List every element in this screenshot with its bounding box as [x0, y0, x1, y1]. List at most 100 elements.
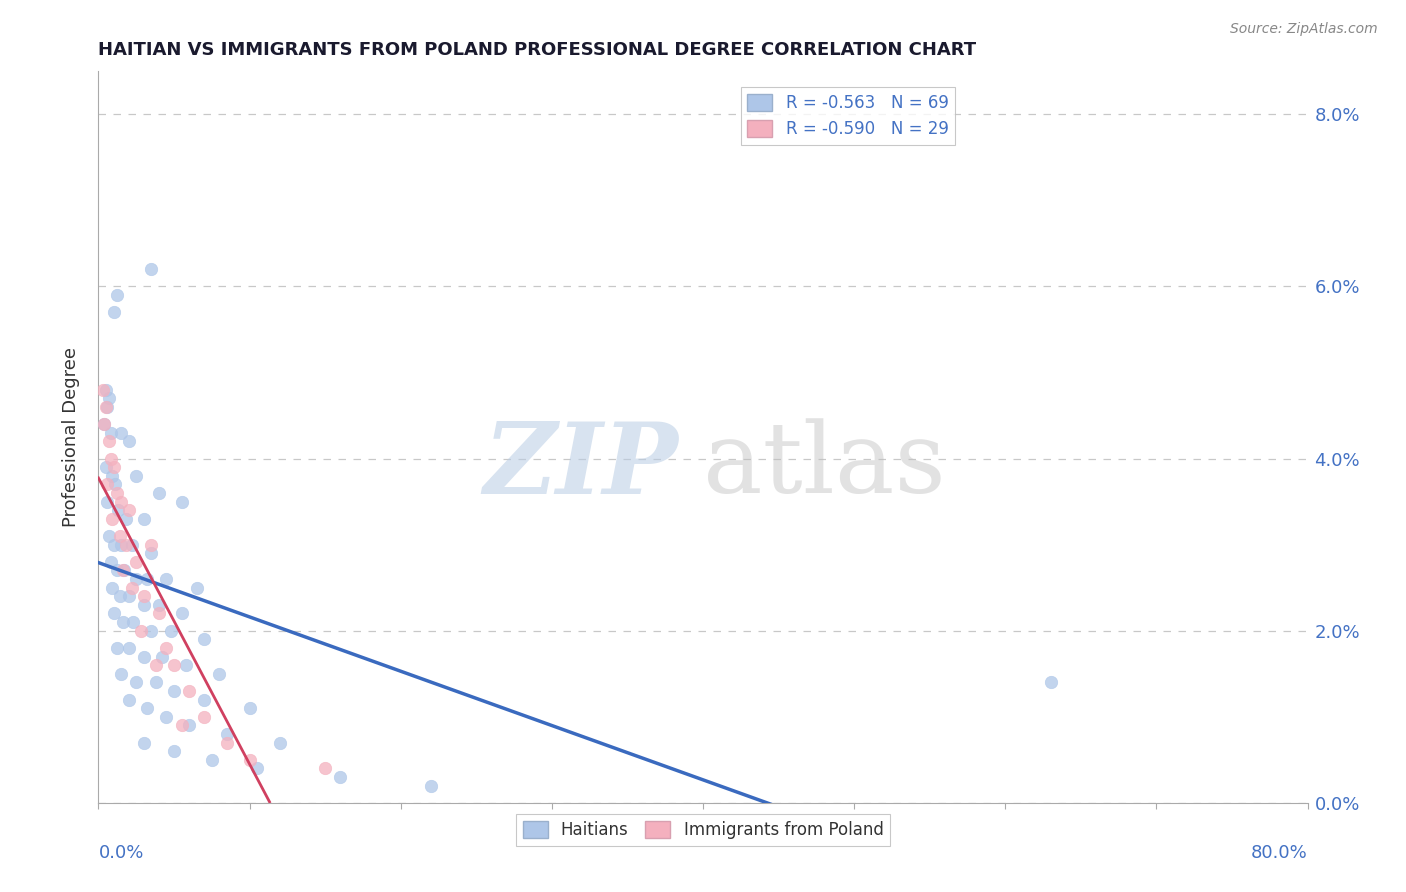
Point: [103, 607, 125, 621]
Point: [118, 503, 141, 517]
Text: ZIP: ZIP: [484, 418, 679, 515]
Point: [93, 417, 115, 432]
Point: [118, 692, 141, 706]
Legend: Haitians, Immigrants from Poland: Haitians, Immigrants from Poland: [516, 814, 890, 846]
Point: [121, 581, 143, 595]
Point: [108, 589, 131, 603]
Point: [239, 701, 262, 715]
Point: [129, 624, 152, 638]
Point: [163, 744, 186, 758]
Point: [163, 684, 186, 698]
Point: [208, 666, 231, 681]
Point: [108, 529, 131, 543]
Point: [215, 727, 238, 741]
Point: [94, 400, 117, 414]
Point: [329, 770, 352, 784]
Point: [145, 675, 167, 690]
Text: HAITIAN VS IMMIGRANTS FROM POLAND PROFESSIONAL DEGREE CORRELATION CHART: HAITIAN VS IMMIGRANTS FROM POLAND PROFES…: [98, 41, 977, 59]
Point: [141, 624, 163, 638]
Point: [141, 546, 163, 560]
Point: [110, 494, 132, 508]
Text: atlas: atlas: [703, 418, 946, 514]
Point: [112, 564, 135, 578]
Point: [125, 572, 148, 586]
Point: [110, 666, 132, 681]
Point: [201, 753, 224, 767]
Point: [111, 615, 134, 629]
Point: [239, 753, 262, 767]
Point: [107, 503, 129, 517]
Point: [193, 692, 215, 706]
Point: [193, 710, 215, 724]
Point: [179, 684, 201, 698]
Point: [132, 649, 155, 664]
Point: [148, 486, 170, 500]
Point: [170, 718, 193, 732]
Point: [132, 735, 155, 749]
Point: [215, 735, 238, 749]
Point: [122, 615, 145, 629]
Point: [98, 529, 121, 543]
Point: [141, 538, 163, 552]
Point: [101, 468, 124, 483]
Point: [170, 607, 193, 621]
Point: [105, 288, 128, 302]
Point: [1039, 675, 1062, 690]
Point: [110, 538, 132, 552]
Point: [246, 761, 269, 775]
Point: [105, 640, 128, 655]
Point: [103, 460, 125, 475]
Point: [105, 564, 128, 578]
Point: [135, 701, 157, 715]
Point: [111, 564, 134, 578]
Point: [94, 460, 117, 475]
Point: [103, 538, 125, 552]
Point: [118, 589, 141, 603]
Point: [420, 779, 443, 793]
Point: [94, 383, 117, 397]
Point: [114, 512, 136, 526]
Point: [163, 658, 186, 673]
Point: [125, 675, 148, 690]
Point: [100, 451, 122, 466]
Text: 80.0%: 80.0%: [1251, 845, 1308, 863]
Text: 0.0%: 0.0%: [98, 845, 143, 863]
Point: [132, 589, 155, 603]
Point: [105, 486, 128, 500]
Point: [96, 400, 118, 414]
Point: [114, 538, 136, 552]
Point: [193, 632, 215, 647]
Point: [91, 383, 114, 397]
Point: [135, 572, 157, 586]
Point: [314, 761, 336, 775]
Point: [125, 555, 148, 569]
Point: [100, 555, 122, 569]
Point: [179, 718, 201, 732]
Point: [141, 262, 163, 277]
Y-axis label: Professional Degree: Professional Degree: [62, 347, 80, 527]
Point: [110, 425, 132, 440]
Point: [155, 640, 177, 655]
Point: [160, 624, 183, 638]
Point: [118, 434, 141, 449]
Point: [100, 425, 122, 440]
Point: [132, 512, 155, 526]
Point: [125, 468, 148, 483]
Point: [155, 710, 177, 724]
Point: [101, 512, 124, 526]
Point: [103, 305, 125, 319]
Point: [145, 658, 167, 673]
Point: [174, 658, 197, 673]
Point: [186, 581, 208, 595]
Point: [132, 598, 155, 612]
Point: [170, 494, 193, 508]
Point: [96, 477, 118, 491]
Point: [121, 538, 143, 552]
Text: Source: ZipAtlas.com: Source: ZipAtlas.com: [1230, 22, 1378, 37]
Point: [148, 607, 170, 621]
Point: [150, 649, 173, 664]
Point: [93, 417, 115, 432]
Point: [98, 434, 121, 449]
Point: [118, 640, 141, 655]
Point: [269, 735, 291, 749]
